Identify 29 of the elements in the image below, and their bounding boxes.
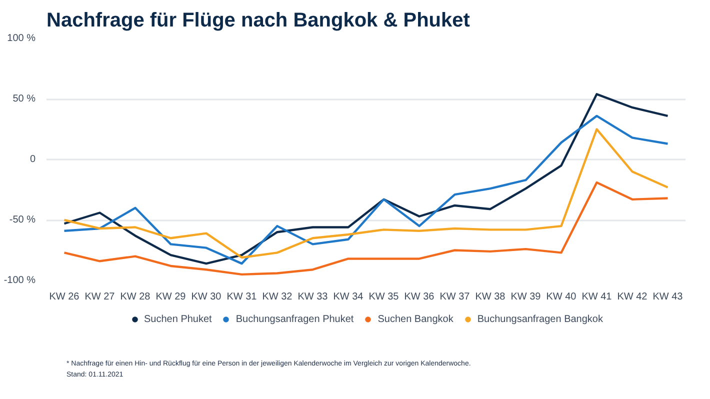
y-tick-label: -50 % [9, 214, 36, 226]
x-tick-label: KW 35 [368, 292, 400, 302]
x-tick-label: KW 30 [191, 292, 222, 302]
x-tick-label: KW 32 [262, 292, 293, 302]
x-tick-label: KW 26 [49, 292, 80, 302]
legend-label: Suchen Phuket [144, 314, 212, 324]
y-tick-label: 100 % [7, 33, 36, 44]
x-tick-label: KW 39 [510, 292, 542, 302]
x-tick-label: KW 34 [333, 292, 364, 302]
x-tick-label: KW 41 [582, 292, 612, 302]
y-tick-label: 50 % [12, 94, 36, 104]
x-tick-label: KW 38 [475, 292, 506, 302]
y-tick-label: 0 [30, 154, 36, 165]
x-tick-label: KW 37 [440, 292, 470, 302]
y-tick-label: -100 % [4, 275, 36, 286]
line-series [63, 181, 669, 276]
x-tick-label: KW 27 [84, 292, 116, 302]
x-tick-label: KW 33 [298, 292, 328, 302]
chart-title: Nachfrage für Flüge nach Bangkok & Phuket [46, 10, 470, 32]
x-tick-label: KW 31 [226, 292, 258, 302]
x-tick-label: KW 36 [404, 292, 435, 302]
x-tick-label: KW 43 [652, 292, 684, 302]
legend-label: Buchungsanfragen Bangkok [477, 314, 603, 324]
legend-label: Suchen Bangkok [378, 314, 454, 324]
legend-label: Buchungsanfragen Phuket [236, 314, 354, 324]
x-tick-label: KW 29 [156, 292, 186, 302]
x-tick-label: KW 28 [120, 292, 151, 302]
x-tick-label: KW 40 [546, 292, 577, 302]
x-tick-label: KW 42 [617, 292, 648, 302]
